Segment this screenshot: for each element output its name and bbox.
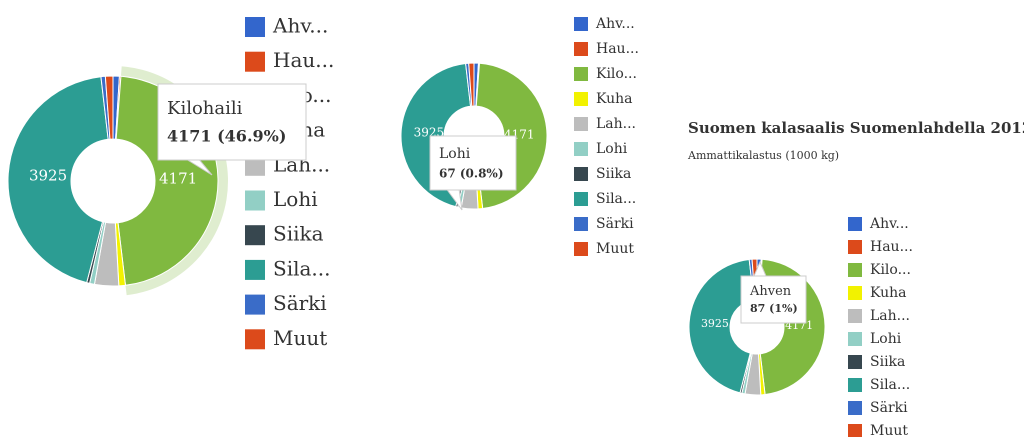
legend-label: Särki (273, 291, 327, 315)
legend-swatch (574, 217, 588, 231)
legend-swatch (848, 332, 862, 346)
legend-label: Hau... (273, 48, 334, 72)
legend-label: Lohi (273, 187, 318, 211)
legend-swatch (848, 401, 862, 415)
legend-label: Hau... (596, 41, 639, 57)
legend-label: Kilo... (870, 262, 911, 278)
legend-label: Kuha (870, 285, 907, 301)
tooltip-value: 4171 (46.9%) (167, 127, 286, 146)
legend-swatch (245, 51, 265, 72)
tooltip-name: Lohi (439, 146, 471, 162)
tooltip: Ahven 87 (1%) (740, 260, 807, 324)
legend-label: Särki (870, 400, 908, 416)
legend-swatch (574, 142, 588, 156)
legend-label: Lohi (870, 331, 902, 347)
legend-swatch (574, 242, 588, 256)
legend-label: Siika (273, 222, 324, 246)
tooltip: Lohi 67 (0.8%) (429, 135, 517, 211)
legend-swatch (848, 240, 862, 254)
legend-label: Hau... (870, 239, 913, 255)
slice (468, 62, 475, 107)
legend-label: Ahv... (869, 216, 909, 232)
legend-swatch (574, 167, 588, 181)
legend-swatch (848, 217, 862, 231)
legend-label: Muut (596, 241, 634, 257)
legend-swatch (574, 42, 588, 56)
slice (7, 76, 109, 284)
chart-subtitle: Ammattikalastus (1000 kg) (687, 149, 839, 162)
tooltip-name: Kilohaili (167, 98, 243, 119)
legend-swatch (245, 329, 265, 350)
legend-label: Sila... (870, 377, 910, 393)
legend-label: Muut (870, 423, 908, 437)
legend-swatch (848, 309, 862, 323)
legend-swatch (245, 155, 265, 176)
legend-swatch (848, 355, 862, 369)
slice (104, 75, 114, 140)
chart-title: Suomen kalasaalis Suomenlahdella 2012 (688, 119, 1024, 137)
tooltip-box (157, 83, 307, 161)
tooltip-name: Ahven (749, 284, 792, 299)
legend-label: Ahv... (272, 14, 328, 38)
tooltip-box (429, 135, 517, 191)
slice-label: 3925 (29, 167, 67, 185)
legend-swatch (245, 225, 265, 246)
slice-label: 4171 (159, 170, 197, 188)
legend-swatch (574, 92, 588, 106)
legend-swatch (245, 294, 265, 315)
legend-swatch (245, 17, 265, 37)
legend-label: Siika (596, 166, 631, 182)
legend-label: Kilo... (596, 66, 637, 82)
legend-swatch (574, 17, 588, 31)
legend-label: Kuha (596, 91, 633, 107)
legend-swatch (245, 190, 265, 211)
legend-label: Lah... (870, 308, 910, 324)
legend-swatch (245, 259, 265, 280)
legend-swatch (848, 286, 862, 300)
legend-label: Muut (273, 326, 327, 350)
legend-swatch (574, 67, 588, 81)
tooltip-value: 87 (1%) (750, 302, 798, 315)
legend-label: Sila... (596, 191, 636, 207)
legend-swatch (574, 192, 588, 206)
legend-label: Särki (596, 216, 634, 232)
legend-label: Sila... (273, 256, 331, 280)
legend-label: Lah... (596, 116, 636, 132)
legend-swatch (848, 424, 862, 437)
tooltip-box (740, 275, 807, 324)
tooltip: Kilohaili 4171 (46.9%) (157, 83, 307, 176)
tooltip-value: 67 (0.8%) (439, 166, 504, 180)
legend-label: Siika (870, 354, 905, 370)
slice-label: 3925 (701, 317, 729, 330)
legend-swatch (848, 378, 862, 392)
legend-label: Lohi (596, 141, 628, 157)
legend-swatch (574, 117, 588, 131)
legend-swatch (848, 263, 862, 277)
legend-label: Ahv... (595, 16, 635, 32)
slice (688, 258, 755, 394)
